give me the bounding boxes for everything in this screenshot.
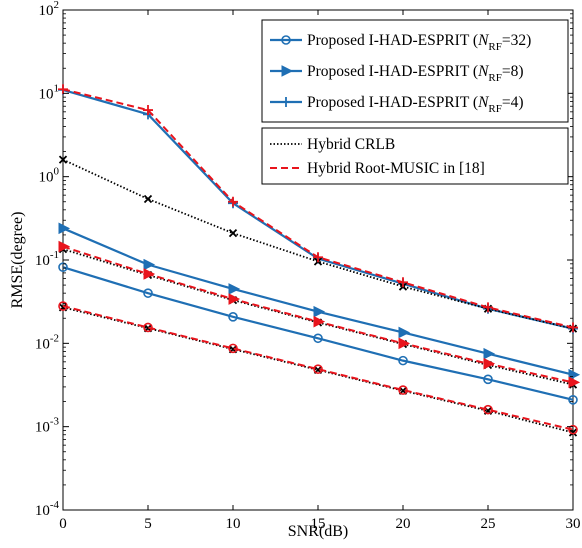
y-tick-label: 10-4 bbox=[35, 499, 60, 519]
x-tick-label: 25 bbox=[481, 516, 496, 532]
series-point bbox=[398, 337, 411, 350]
series-point bbox=[483, 374, 493, 385]
series-root_music bbox=[58, 240, 581, 389]
series-point bbox=[483, 302, 493, 313]
legend-label: Proposed I-HAD-ESPRIT (NRF=4) bbox=[307, 94, 524, 115]
axes-layer: 0 5 10 15 20 25 30 10-4 10-3 10-2 10-1 100 101 102 bbox=[35, 0, 581, 532]
series-point bbox=[58, 222, 71, 235]
series-point bbox=[228, 283, 241, 295]
series-point bbox=[58, 301, 68, 311]
series-point bbox=[228, 343, 238, 354]
series-root_music bbox=[58, 84, 578, 333]
x-tick-label: 15 bbox=[311, 516, 326, 532]
y-tick-label: 100 bbox=[39, 166, 60, 186]
legend-label: Hybrid CRLB bbox=[307, 136, 395, 153]
series-proposed bbox=[58, 222, 581, 381]
legend-label: Hybrid Root-MUSIC in [18] bbox=[307, 160, 485, 177]
series-point bbox=[398, 326, 411, 339]
series-point bbox=[568, 368, 581, 381]
series-point bbox=[58, 262, 68, 272]
y-tick-label: 101 bbox=[39, 82, 60, 102]
x-tick-label: 0 bbox=[59, 516, 67, 532]
series-point bbox=[313, 305, 326, 318]
series-point bbox=[568, 424, 578, 435]
series-point bbox=[568, 322, 578, 333]
series-point bbox=[143, 105, 153, 116]
series-point bbox=[58, 84, 68, 95]
legend-box-baselines bbox=[261, 127, 569, 185]
legend-box-proposed bbox=[261, 19, 569, 123]
x-tick-label: 5 bbox=[144, 516, 152, 532]
series-point bbox=[228, 312, 238, 322]
series-proposed bbox=[58, 262, 578, 405]
series-point bbox=[143, 194, 153, 204]
series-point bbox=[228, 293, 241, 305]
series-point bbox=[398, 355, 408, 366]
series-point bbox=[398, 385, 408, 395]
series-point bbox=[228, 229, 238, 238]
series-point bbox=[281, 35, 291, 45]
y-tick-label: 10-1 bbox=[35, 249, 59, 269]
series-point bbox=[143, 268, 156, 280]
series-point bbox=[313, 333, 323, 344]
series-point bbox=[483, 404, 493, 415]
series-point bbox=[568, 376, 581, 389]
x-axis-label: SNR(dB) bbox=[288, 523, 348, 540]
y-tick-label: 10-2 bbox=[35, 332, 59, 352]
series-point bbox=[228, 196, 238, 207]
legend-label: Proposed I-HAD-ESPRIT (NRF=32) bbox=[307, 32, 531, 53]
series-layer bbox=[58, 84, 581, 437]
y-tick-label: 10-3 bbox=[35, 416, 60, 436]
series-point bbox=[58, 155, 68, 164]
series-point bbox=[313, 315, 326, 328]
series-point bbox=[143, 258, 156, 271]
x-tick-label: 10 bbox=[226, 516, 241, 532]
legend: Proposed I-HAD-ESPRIT (NRF=32) Proposed I… bbox=[261, 19, 569, 185]
x-tick-label: 20 bbox=[396, 516, 411, 532]
series-point bbox=[483, 357, 496, 370]
x-tick-label: 30 bbox=[566, 516, 581, 532]
series-point bbox=[58, 240, 71, 253]
series-point bbox=[313, 252, 323, 263]
series-point bbox=[483, 347, 496, 360]
series-point bbox=[313, 364, 323, 374]
series-point bbox=[398, 277, 408, 288]
y-axis-label: RMSE(degree) bbox=[9, 212, 26, 309]
series-point bbox=[281, 65, 294, 77]
y-tick-label: 102 bbox=[39, 0, 60, 19]
legend-label: Proposed I-HAD-ESPRIT (NRF=8) bbox=[307, 63, 524, 84]
series-point bbox=[281, 97, 291, 107]
series-point bbox=[143, 322, 153, 333]
series-root_music bbox=[58, 301, 578, 435]
series-point bbox=[568, 395, 578, 405]
series-line bbox=[62, 266, 574, 401]
series-point bbox=[143, 288, 153, 298]
